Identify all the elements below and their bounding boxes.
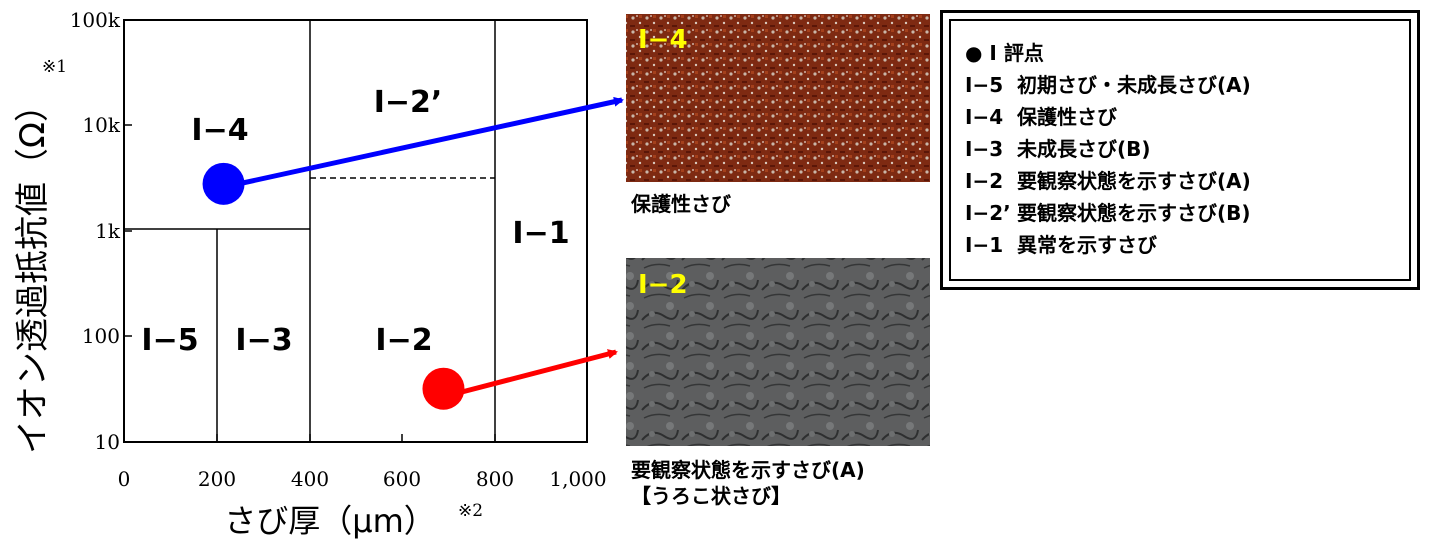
photo-scale-rust (626, 258, 930, 446)
region-label-i2-prime: I−2’ (374, 85, 443, 120)
legend-code: I−2 (965, 169, 1004, 193)
region-label-i2: I−2 (375, 323, 432, 358)
photo-caption-bottom-2: 【うろこ状さび】 (631, 484, 791, 508)
photo-protective-rust (626, 14, 930, 182)
x-tick-label: 0 (118, 467, 131, 491)
arrow-red (457, 349, 618, 396)
x-tick-label: 200 (198, 467, 236, 491)
legend-text: 要観察状態を示すさび(A) (1017, 169, 1251, 193)
legend-text: 初期さび・未成長さび(A) (1017, 73, 1251, 97)
y-tick-label: 100 (82, 324, 120, 348)
legend-row: I−2 要観察状態を示すさび(A) (965, 165, 1251, 194)
photo-tag-bottom: I−2 (638, 270, 688, 300)
region-label-i5: I−5 (141, 323, 198, 358)
x-tick-label: 1,000 (549, 467, 606, 491)
legend-row: I−2’ 要観察状態を示すさび(B) (965, 197, 1251, 226)
legend-code: I−2’ (965, 201, 1011, 225)
region-label-i4: I−4 (191, 113, 248, 148)
legend-text: 保護性さび (1017, 105, 1117, 129)
x-axis-note: ※2 (458, 501, 483, 521)
legend-box: ● I 評点 I−5 初期さび・未成長さび(A) I−4 保護性さび I−3 未成長さ… (940, 10, 1420, 290)
x-axis-label: さび厚（μm） (224, 502, 436, 540)
legend-inner-border (949, 19, 1411, 281)
legend-text: 要観察状態を示すさび(B) (1017, 201, 1251, 225)
plot-frame (123, 19, 588, 443)
y-tick-label: 10 (95, 430, 120, 454)
legend-row: I−1 異常を示すさび (965, 229, 1157, 258)
y-tick-label: 1k (95, 219, 121, 243)
data-point-blue (202, 162, 245, 205)
data-point-red (422, 367, 465, 410)
arrow-blue (237, 96, 624, 187)
x-tick-label: 400 (291, 467, 329, 491)
legend-code: I−4 (965, 105, 1004, 129)
legend-row: I−3 未成長さび(B) (965, 133, 1151, 162)
y-axis-note: ※1 (42, 57, 67, 77)
legend-text: 異常を示すさび (1017, 233, 1157, 257)
legend-code: I−3 (965, 137, 1004, 161)
y-tick-label: 100k (70, 8, 121, 32)
ticks (124, 19, 496, 442)
legend-code: I−1 (965, 233, 1004, 257)
region-label-i3: I−3 (235, 323, 292, 358)
legend-title: ● I 評点 (965, 41, 1044, 65)
legend-text: 未成長さび(B) (1017, 137, 1151, 161)
region-label-i1: I−1 (512, 216, 569, 251)
legend-row: I−4 保護性さび (965, 101, 1117, 130)
y-tick-label: 10k (82, 113, 120, 137)
legend-row: I−5 初期さび・未成長さび(A) (965, 69, 1251, 98)
photo-tag-top: I−4 (638, 25, 688, 55)
x-tick-label: 800 (476, 467, 514, 491)
photo-caption-bottom-1: 要観察状態を示すさび(A) (631, 458, 865, 482)
y-axis-label: イオン透過抵抗値（Ω） (13, 88, 53, 454)
x-tick-label: 600 (383, 467, 421, 491)
legend-code: I−5 (965, 73, 1004, 97)
photo-caption-top: 保護性さび (631, 192, 731, 216)
